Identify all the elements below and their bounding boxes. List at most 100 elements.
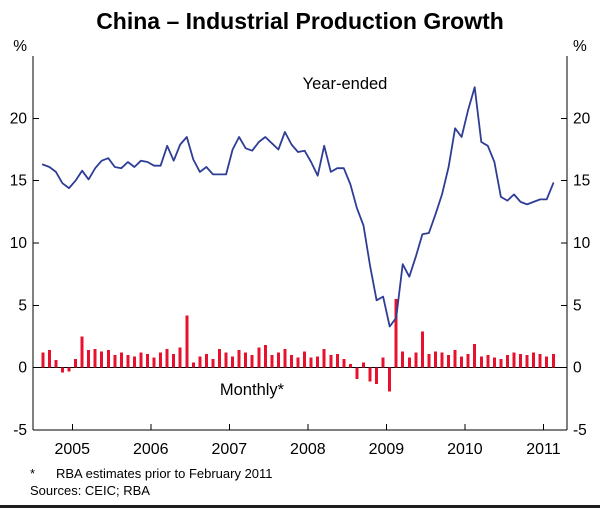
bottom-rule bbox=[0, 505, 600, 508]
monthly-bar bbox=[54, 360, 58, 368]
monthly-bar bbox=[231, 356, 235, 368]
y-tick-label-left: 15 bbox=[10, 173, 27, 190]
monthly-bar bbox=[545, 356, 549, 368]
monthly-bar bbox=[362, 362, 365, 368]
monthly-bar bbox=[512, 352, 516, 368]
monthly-bar bbox=[87, 350, 91, 368]
monthly-bar bbox=[329, 355, 333, 368]
x-tick-label: 2005 bbox=[54, 441, 90, 458]
monthly-bar bbox=[80, 336, 84, 368]
monthly-bar bbox=[538, 354, 542, 368]
monthly-bar bbox=[322, 349, 326, 368]
monthly-bar bbox=[460, 356, 464, 368]
monthly-bar bbox=[146, 354, 149, 368]
chart-canvas: -5 -5 0 0 5 5 10 10 15 15 20 20% % 2005 2006 2007 2008 20… bbox=[10, 38, 591, 458]
monthly-bar bbox=[505, 355, 509, 368]
monthly-bar bbox=[106, 350, 110, 368]
monthly-bar bbox=[525, 355, 529, 368]
y-tick-label-left: 5 bbox=[18, 297, 27, 314]
monthly-bar bbox=[250, 355, 254, 368]
y-unit-label-right: % bbox=[573, 38, 587, 55]
monthly-bar bbox=[244, 352, 248, 368]
monthly-bar bbox=[276, 352, 280, 368]
monthly-bar bbox=[119, 352, 123, 368]
monthly-bar bbox=[290, 355, 293, 368]
line-series-label: Year-ended bbox=[303, 75, 388, 93]
y-tick-label-right: 0 bbox=[573, 360, 582, 377]
y-tick-label-left: 10 bbox=[10, 235, 28, 252]
monthly-bar bbox=[296, 357, 300, 368]
monthly-bar bbox=[368, 367, 372, 382]
monthly-bar bbox=[283, 349, 287, 368]
monthly-bar bbox=[453, 350, 457, 368]
x-tick-label: 2007 bbox=[212, 441, 248, 458]
monthly-bar bbox=[139, 352, 143, 368]
monthly-bar bbox=[185, 315, 189, 368]
y-tick-label-right: -5 bbox=[573, 422, 587, 439]
monthly-bar bbox=[165, 349, 169, 368]
monthly-bar bbox=[159, 352, 163, 368]
monthly-bar bbox=[355, 367, 359, 379]
monthly-bar bbox=[126, 355, 130, 368]
monthly-bar bbox=[401, 351, 405, 368]
monthly-bar bbox=[67, 367, 71, 372]
monthly-bar bbox=[420, 331, 424, 368]
monthly-bar bbox=[263, 345, 267, 368]
monthly-bar bbox=[447, 355, 451, 368]
monthly-bar bbox=[224, 352, 228, 368]
monthly-bar bbox=[440, 352, 444, 368]
monthly-bar bbox=[100, 351, 104, 368]
y-tick-label-right: 10 bbox=[573, 235, 591, 252]
monthly-bar bbox=[60, 367, 64, 373]
monthly-bar bbox=[47, 350, 51, 368]
monthly-bar bbox=[479, 356, 483, 368]
y-tick-label-left: -5 bbox=[13, 422, 27, 439]
monthly-bar bbox=[172, 354, 176, 368]
monthly-bar bbox=[270, 355, 274, 368]
monthly-bar bbox=[348, 363, 352, 368]
y-tick-label-right: 5 bbox=[573, 297, 582, 314]
monthly-bar bbox=[532, 352, 536, 368]
year-ended-line bbox=[41, 86, 555, 328]
monthly-bar bbox=[407, 357, 411, 368]
monthly-bar bbox=[132, 356, 136, 368]
monthly-bar bbox=[211, 358, 215, 368]
monthly-bar bbox=[388, 367, 392, 392]
y-tick-label-right: 20 bbox=[573, 110, 591, 127]
y-unit-label-left: % bbox=[13, 38, 27, 55]
monthly-bar bbox=[499, 358, 503, 368]
sources-line: Sources: CEIC; RBA bbox=[30, 483, 150, 498]
monthly-bar bbox=[113, 355, 117, 368]
monthly-bar bbox=[178, 347, 182, 368]
footnote-marker: * bbox=[30, 466, 36, 481]
monthly-bar bbox=[237, 350, 241, 368]
y-tick-label-left: 0 bbox=[18, 360, 27, 377]
x-tick-label: 2009 bbox=[369, 441, 405, 458]
x-tick-label: 2008 bbox=[290, 441, 326, 458]
monthly-bar bbox=[551, 354, 555, 368]
monthly-bar bbox=[152, 357, 156, 368]
monthly-bar bbox=[342, 358, 346, 368]
footnote-line: * RBA estimates prior to February 2011 bbox=[30, 465, 580, 482]
monthly-bar bbox=[519, 354, 522, 368]
monthly-bar bbox=[466, 354, 470, 368]
monthly-bar bbox=[309, 357, 313, 368]
monthly-bar bbox=[381, 357, 385, 368]
monthly-bar bbox=[375, 367, 379, 384]
x-tick-label: 2010 bbox=[447, 441, 483, 458]
x-tick-label: 2011 bbox=[526, 441, 561, 458]
monthly-bar bbox=[74, 358, 77, 368]
monthly-bar bbox=[198, 356, 202, 368]
monthly-bar bbox=[473, 344, 477, 368]
monthly-bar bbox=[303, 351, 307, 368]
monthly-bar bbox=[492, 357, 496, 368]
monthly-bar bbox=[257, 347, 261, 368]
y-tick-label-right: 15 bbox=[573, 173, 590, 190]
monthly-bar bbox=[191, 362, 195, 368]
footnote-text: RBA estimates prior to February 2011 bbox=[56, 466, 273, 481]
monthly-bar bbox=[316, 356, 320, 368]
monthly-bar bbox=[218, 349, 221, 368]
monthly-bar bbox=[434, 351, 437, 368]
monthly-bar bbox=[204, 354, 208, 368]
